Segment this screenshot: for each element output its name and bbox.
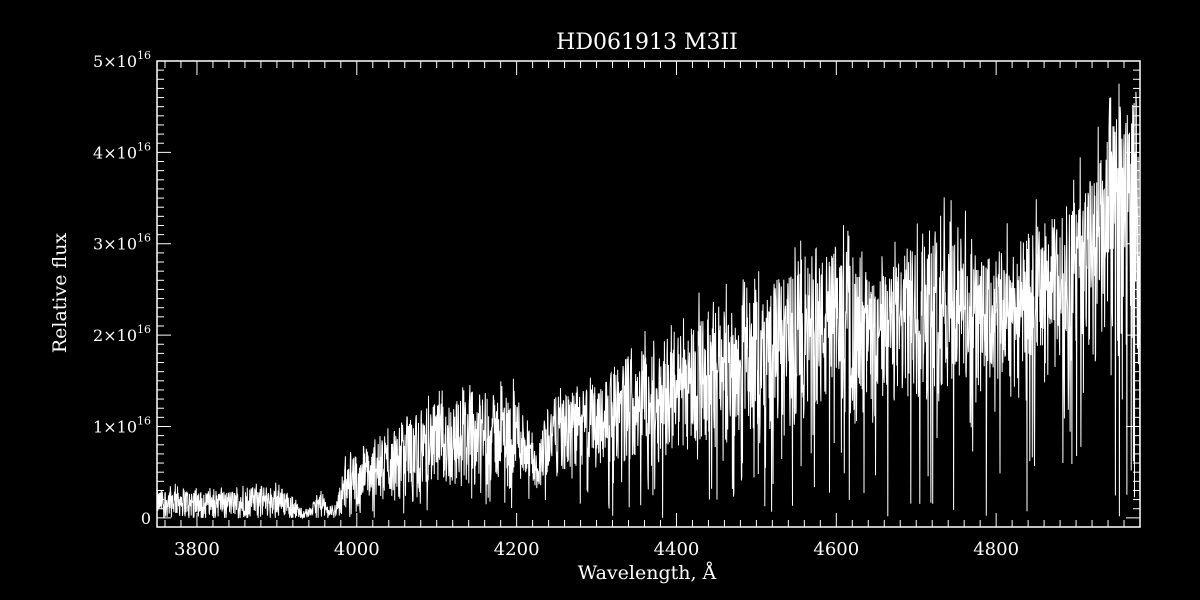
y-tick-label: 2×1016	[93, 323, 151, 345]
chart-title: HD061913 M3II	[556, 30, 738, 55]
x-tick-label: 4800	[973, 539, 1019, 560]
x-tick-label: 4200	[494, 539, 540, 560]
spectrum-line	[156, 83, 1141, 520]
spectrum-series	[156, 83, 1141, 520]
y-tick-label: 4×1016	[93, 140, 151, 162]
x-tick-label: 4600	[813, 539, 859, 560]
y-tick-labels: 0 1×1016 2×1016 3×1016 4×1016 5×1016	[93, 49, 151, 528]
x-axis-ticks	[164, 61, 1141, 527]
x-tick-label: 4400	[654, 539, 700, 560]
y-tick-label: 5×1016	[93, 49, 151, 71]
x-tick-label: 4000	[334, 539, 380, 560]
x-tick-label: 3800	[174, 539, 220, 560]
y-axis-label: Relative flux	[49, 233, 71, 354]
y-tick-label: 1×1016	[93, 414, 151, 436]
y-axis-ticks	[157, 60, 1140, 519]
plot-frame	[156, 60, 1141, 528]
y-tick-label: 3×1016	[93, 232, 151, 254]
y-tick-label: 0	[141, 509, 151, 528]
x-tick-labels: 3800 4000 4200 4400 4600 4800	[174, 539, 1019, 560]
x-axis-label: Wavelength, Å	[578, 562, 717, 584]
